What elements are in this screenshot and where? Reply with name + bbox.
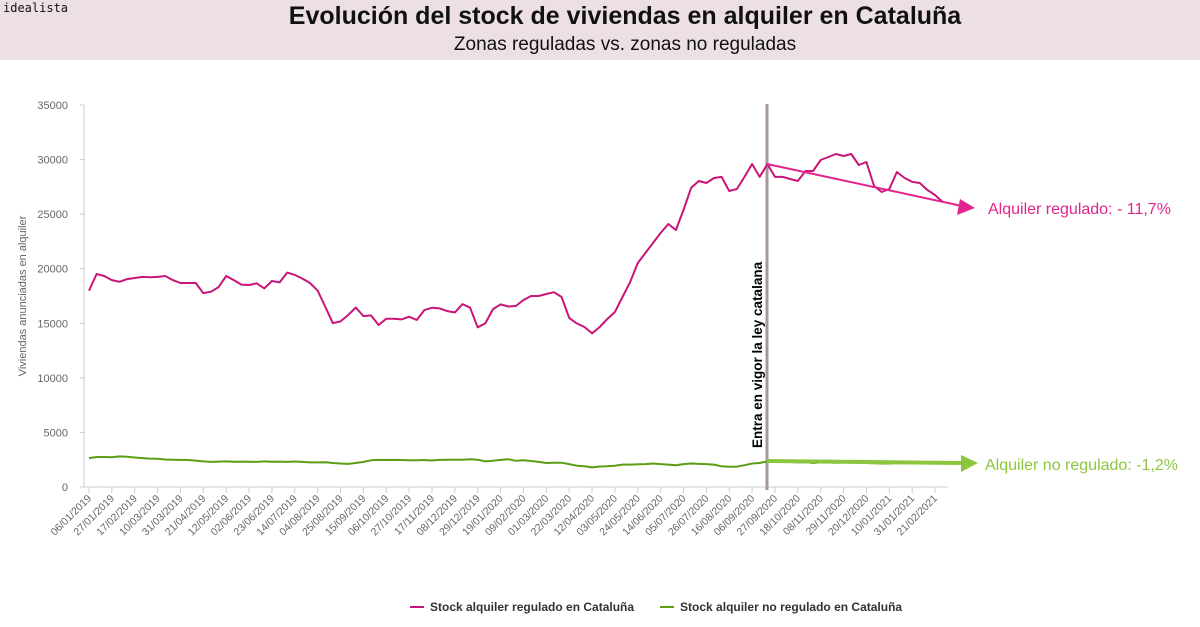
y-tick-label: 0 — [62, 482, 68, 494]
series-group — [88, 153, 944, 469]
y-tick-label: 15000 — [37, 318, 68, 330]
legend-swatch — [410, 606, 424, 608]
legend-item-non-regulated[interactable]: Stock alquiler no regulado en Cataluña — [660, 600, 902, 614]
legend-label: Stock alquiler no regulado en Cataluña — [680, 600, 903, 614]
y-axis: 0 5000 10000 15000 20000 25000 30000 35000 — [37, 100, 85, 494]
legend: Stock alquiler regulado en Cataluña Stoc… — [410, 600, 902, 614]
y-tick-label: 5000 — [44, 427, 68, 439]
regulated-series-line — [88, 153, 944, 335]
regulated-change-label: Alquiler regulado: - 11,7% — [988, 201, 1171, 218]
chart-title: Evolución del stock de viviendas en alqu… — [288, 2, 962, 30]
idealista-logo: idealista — [3, 1, 69, 15]
legend-label: Stock alquiler regulado en Cataluña — [430, 600, 635, 614]
y-tick-label: 10000 — [37, 373, 68, 385]
y-tick-label: 35000 — [37, 100, 68, 112]
y-tick-label: 20000 — [37, 264, 68, 276]
regulated-trend-arrow — [766, 163, 975, 215]
legend-swatch — [660, 606, 675, 608]
y-axis-label: Viviendas anunciadas en alquiler — [17, 215, 29, 376]
law-label: Entra en vigor la ley catalana — [750, 261, 765, 448]
header-band: idealista Evolución del stock de viviend… — [0, 0, 1200, 60]
non-regulated-trend-arrow — [766, 455, 978, 472]
x-axis: 06/01/201927/01/201917/02/201910/03/2019… — [48, 486, 948, 538]
y-tick-label: 25000 — [37, 209, 68, 221]
y-tick-label: 30000 — [37, 155, 68, 167]
non-regulated-change-label: Alquiler no regulado: -1,2% — [985, 457, 1178, 474]
legend-item-regulated[interactable]: Stock alquiler regulado en Cataluña — [410, 600, 634, 614]
chart-subtitle: Zonas reguladas vs. zonas no reguladas — [453, 34, 797, 55]
